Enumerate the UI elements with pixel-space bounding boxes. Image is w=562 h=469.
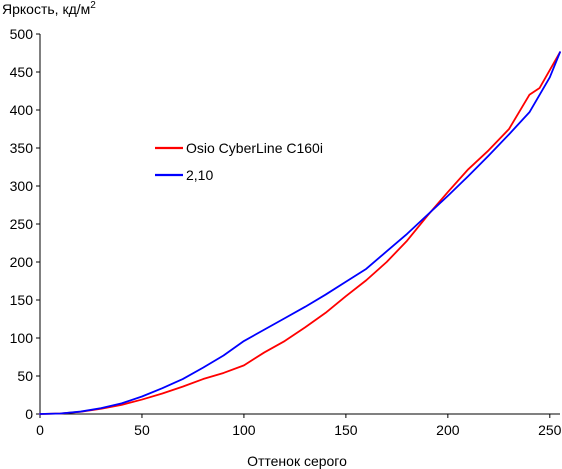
y-tick-label: 250 (10, 216, 34, 232)
x-tick-label: 250 (538, 422, 562, 438)
legend: Osio CyberLine C160i 2,10 (155, 140, 323, 183)
y-tick-label: 50 (17, 368, 33, 384)
y-tick-label: 450 (10, 64, 34, 80)
x-axis-title: Оттенок серого (247, 453, 347, 469)
x-tick-label: 200 (436, 422, 460, 438)
y-tick-label: 200 (10, 254, 34, 270)
y-tick-label: 0 (25, 406, 33, 422)
x-tick-label: 150 (334, 422, 358, 438)
y-tick-label: 150 (10, 292, 34, 308)
svg-text:Яркость, кд/м2: Яркость, кд/м2 (2, 0, 96, 17)
legend-label-1: Osio CyberLine C160i (186, 140, 323, 156)
y-tick-label: 350 (10, 140, 34, 156)
x-tick-label: 50 (134, 422, 150, 438)
series-line-1 (39, 51, 561, 415)
y-tick-label: 300 (10, 178, 34, 194)
x-tick-label: 0 (36, 422, 44, 438)
series-line-2 (39, 51, 561, 415)
legend-label-2: 2,10 (186, 167, 213, 183)
y-axis-title-text: Яркость, кд/м (2, 1, 90, 17)
y-tick-label: 500 (10, 26, 34, 42)
y-axis-title: Яркость, кд/м2 (2, 0, 96, 17)
x-tick-label: 100 (232, 422, 256, 438)
y-tick-label: 100 (10, 330, 34, 346)
y-tick-label: 400 (10, 102, 34, 118)
plot-area: 0 50 100 150 200 250 300 350 400 450 500 0 50 100 150 2… (10, 26, 562, 438)
y-axis-title-superscript: 2 (90, 0, 96, 11)
